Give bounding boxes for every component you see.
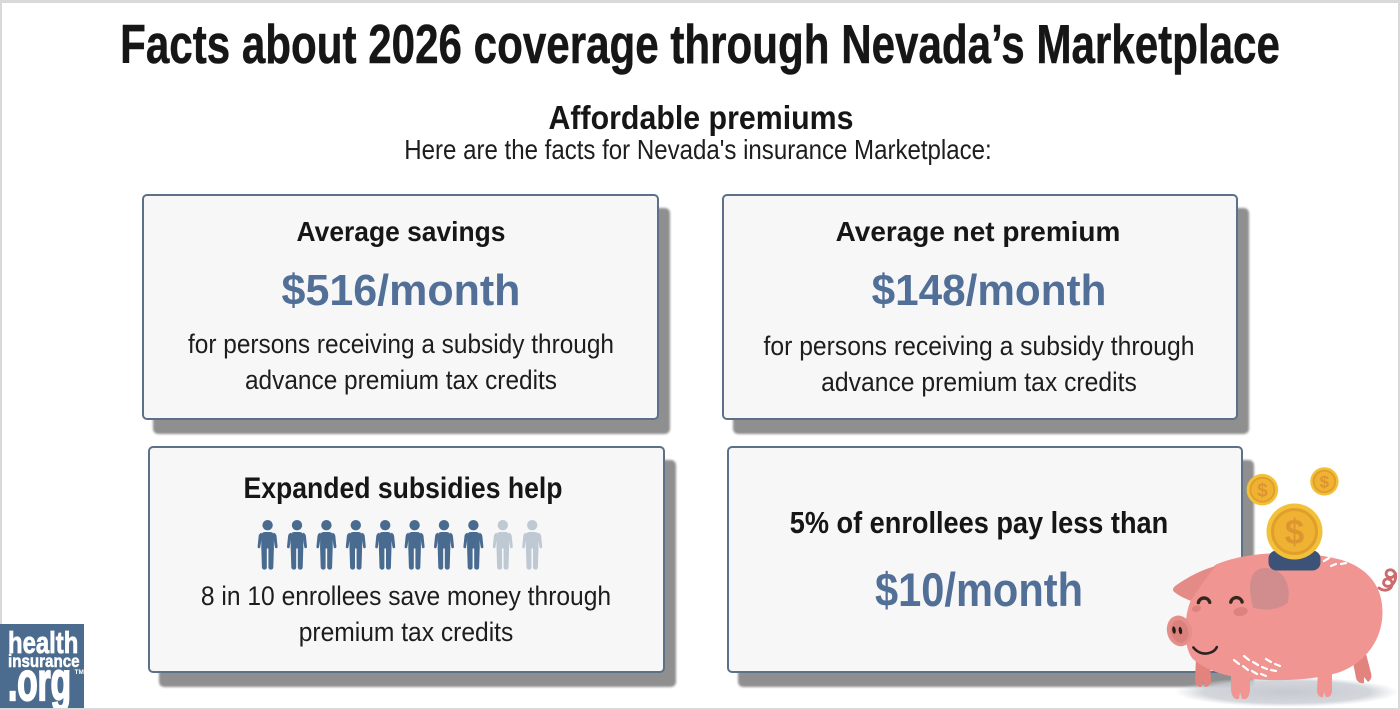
svg-text:$: $ (1257, 481, 1268, 502)
svg-text:$: $ (1320, 473, 1330, 492)
svg-text:$: $ (1285, 513, 1304, 552)
